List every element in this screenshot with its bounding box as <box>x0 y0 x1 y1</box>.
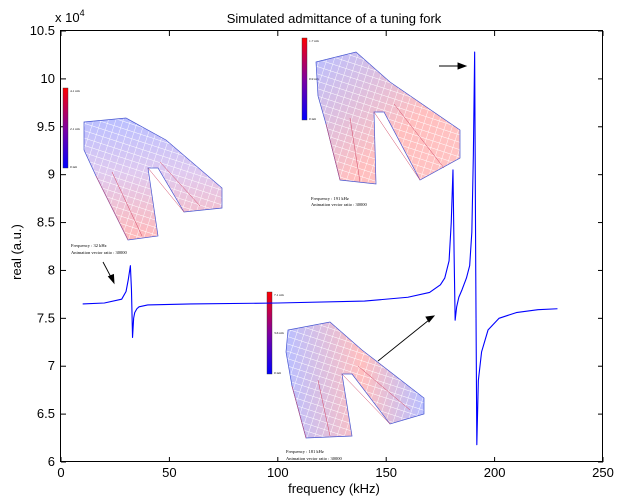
mode-shape-inset-3: 1.7 nm 0.9 nm 0 nm <box>301 37 461 185</box>
annotation-mode1-line1: Frequency : 32 kHz <box>71 243 107 248</box>
y-tick-label-1: 6.5 <box>37 406 55 421</box>
colorbar-3-top: 1.7 nm <box>309 39 319 43</box>
colorbar-2-bottom: 0 nm <box>274 371 281 375</box>
y-tick-label-2: 7 <box>48 358 55 373</box>
y-tick-label-0: 6 <box>48 454 55 469</box>
plot-frame <box>60 30 603 462</box>
mode-shape-inset-2: 7.1 nm 3.6 nm 0 nm <box>266 291 425 439</box>
x-tick-label-4: 200 <box>484 465 506 480</box>
colorbar-1-top: 4.1 nm <box>70 89 80 93</box>
colorbar-1-mid: 2.1 nm <box>70 127 80 131</box>
annotation-mode3-line1: Frequency : 191 kHz <box>311 196 349 201</box>
annotation-mode2-line2: Animation vector ratio : 30000 <box>286 456 342 461</box>
arrow-mode3 <box>439 62 468 70</box>
x-tick-label-5: 250 <box>592 465 614 480</box>
x-tick-label-0: 0 <box>57 465 64 480</box>
colorbar-3-mid: 0.9 nm <box>309 77 319 81</box>
y-multiplier: x 104 <box>55 8 85 25</box>
colorbar-3 <box>301 37 308 121</box>
axis-ticks: 0 50 100 150 200 250 6 6.5 7 7.5 8 8.5 9 9.5 10 10.5 <box>30 23 614 480</box>
y-tick-label-6: 9 <box>48 167 55 182</box>
x-axis-label: frequency (kHz) <box>288 481 380 496</box>
y-tick-label-5: 8.5 <box>37 215 55 230</box>
y-tick-label-4: 8 <box>48 262 55 277</box>
y-axis-label: real (a.u.) <box>9 224 24 280</box>
colorbar-2-mid: 3.6 nm <box>274 331 284 335</box>
annotation-mode1-line2: Animation vector ratio : 30000 <box>71 250 127 255</box>
colorbar-1-bottom: 0 nm <box>70 165 77 169</box>
y-tick-label-9: 10.5 <box>30 23 55 38</box>
mode-shape-2-mesh <box>285 321 425 439</box>
y-multiplier-exponent: 4 <box>80 8 85 18</box>
annotation-mode3-line2: Animation vector ratio : 30000 <box>311 202 367 207</box>
mode-shape-1-mesh <box>83 117 223 241</box>
annotation-mode2-line1: Frequency : 181 kHz <box>286 449 324 454</box>
colorbar-2 <box>266 291 273 375</box>
annotation-arrows <box>102 62 468 362</box>
x-tick-label-3: 150 <box>375 465 397 480</box>
mode-shape-3-mesh <box>315 51 461 185</box>
colorbar-2-top: 7.1 nm <box>274 293 284 297</box>
colorbar-3-bottom: 0 nm <box>309 117 316 121</box>
colorbar-1 <box>62 87 69 169</box>
mode-shape-inset-1: 4.1 nm 2.1 nm 0 nm <box>62 87 223 241</box>
chart-title: Simulated admittance of a tuning fork <box>227 11 442 26</box>
y-tick-label-3: 7.5 <box>37 310 55 325</box>
arrow-mode1 <box>102 261 115 285</box>
x-tick-label-2: 100 <box>267 465 289 480</box>
y-tick-label-8: 10 <box>41 71 55 86</box>
series-line <box>82 51 558 446</box>
arrow-mode2 <box>377 315 436 362</box>
x-tick-label-1: 50 <box>162 465 176 480</box>
y-tick-label-7: 9.5 <box>37 119 55 134</box>
